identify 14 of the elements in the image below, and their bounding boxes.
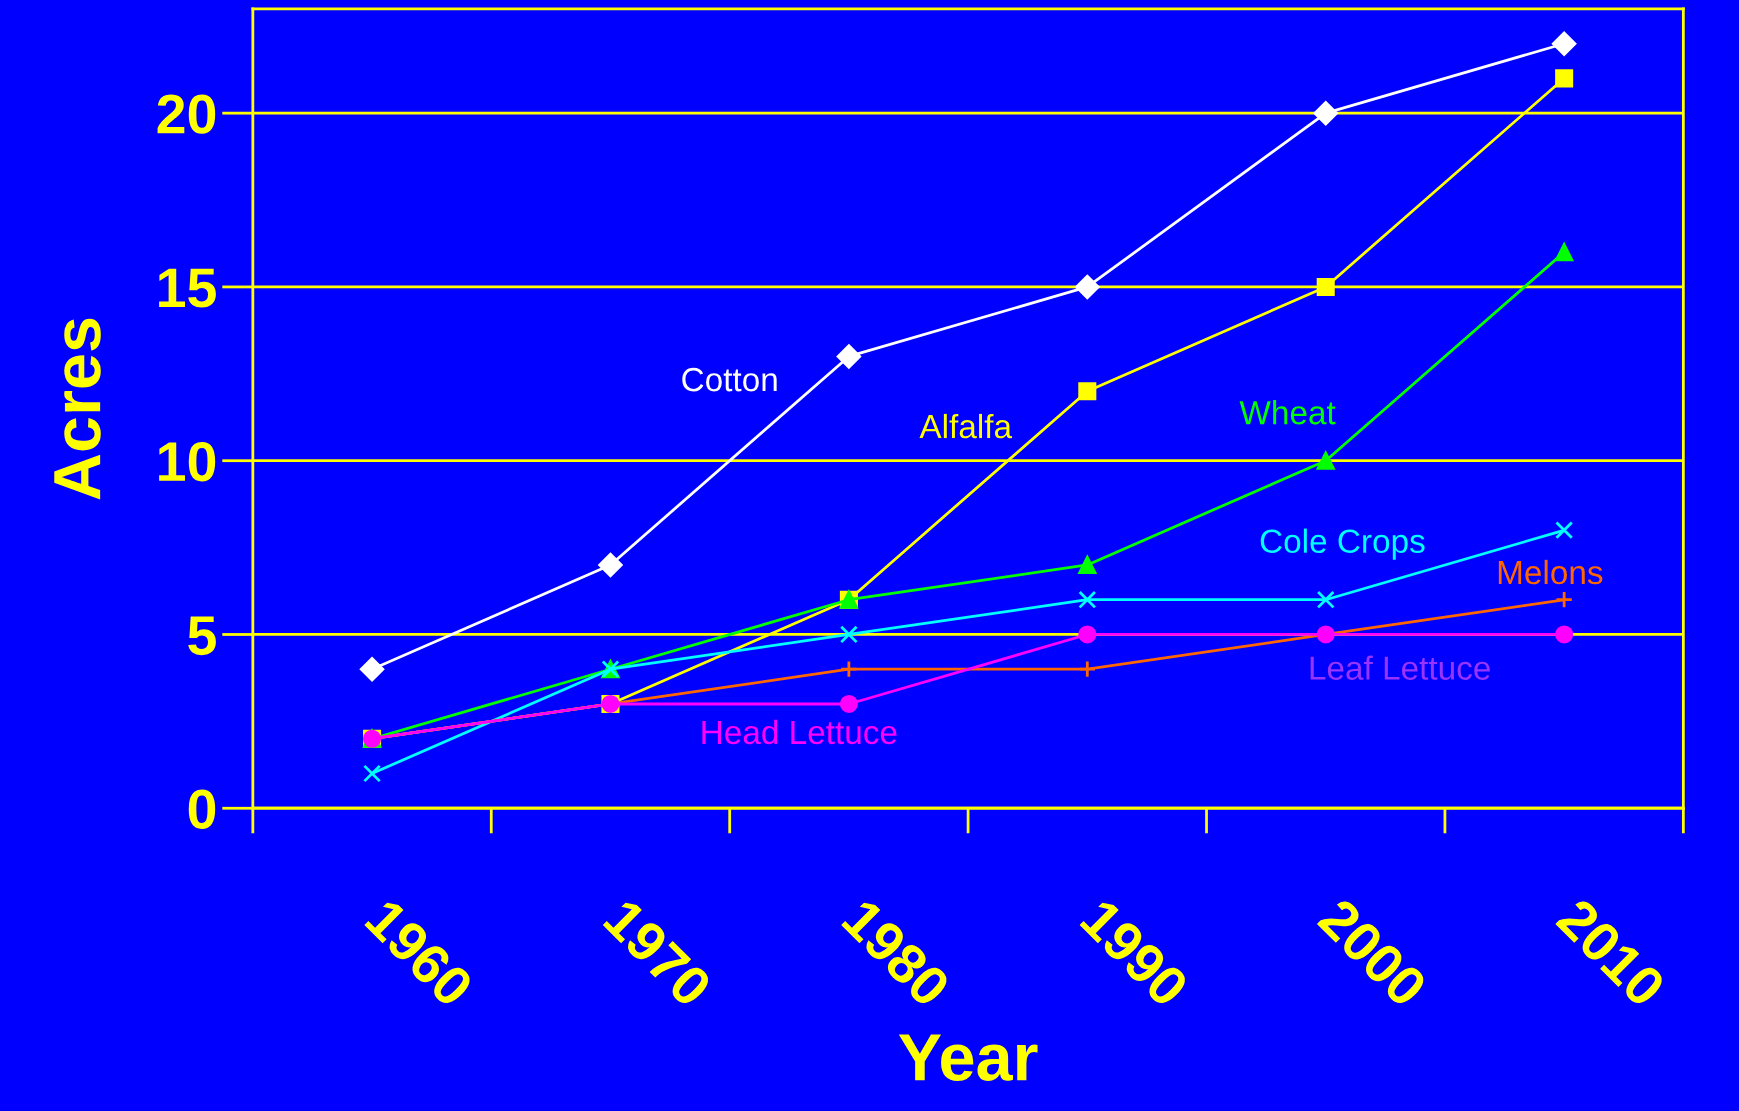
y-axis-title: Acres — [54, 318, 101, 500]
series-label: Alfalfa — [919, 413, 1013, 439]
y-tick-label: 0 — [188, 789, 216, 829]
series-label: Wheat — [1239, 399, 1336, 425]
y-tick-label: 10 — [159, 442, 216, 482]
y-tick-label: 20 — [157, 94, 216, 134]
y-tick-label: 5 — [188, 616, 216, 656]
series-label: Cotton — [682, 367, 777, 392]
x-axis-title: Year — [898, 1034, 1038, 1081]
series-label: Head Lettuce — [702, 719, 897, 745]
y-tick-label: 15 — [159, 268, 216, 308]
series-label: Cole Crops — [1260, 528, 1425, 560]
series-label: Melons — [1498, 559, 1603, 585]
legend-label: Leaf Lettuce — [1310, 655, 1490, 680]
